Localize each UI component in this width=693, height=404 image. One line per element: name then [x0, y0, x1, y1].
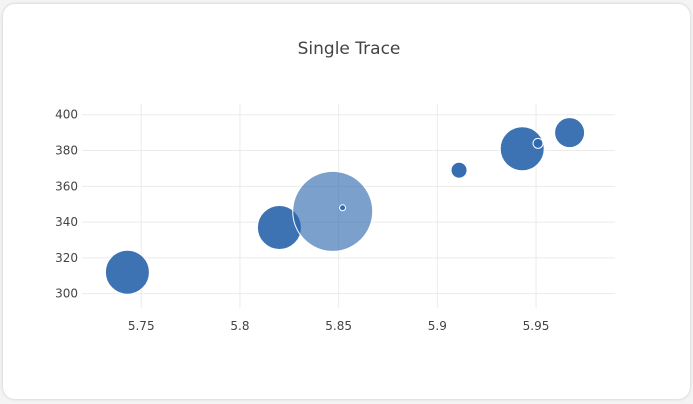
data-point: [339, 204, 347, 212]
data-points: [104, 117, 586, 295]
y-axis-ticks: 300 320 340 360 380 400: [55, 108, 78, 301]
x-tick-label: 5.95: [523, 319, 550, 333]
y-tick-label: 300: [55, 287, 78, 301]
x-tick-label: 5.9: [428, 319, 447, 333]
y-tick-label: 360: [55, 179, 78, 193]
data-point: [554, 117, 586, 149]
x-tick-label: 5.75: [128, 319, 155, 333]
data-point: [450, 161, 468, 179]
y-tick-label: 320: [55, 251, 78, 265]
data-point: [532, 137, 544, 149]
x-tick-label: 5.85: [325, 319, 352, 333]
x-axis-ticks: 5.75 5.8 5.85 5.9 5.95: [128, 319, 550, 333]
y-tick-label: 400: [55, 108, 78, 122]
data-point: [499, 126, 545, 172]
data-point: [292, 170, 374, 252]
chart-card: 300 320 340 360 380 400 5.75 5.8 5.85 5.9 5.95 Si…: [3, 4, 690, 399]
chart-title: Single Trace: [298, 39, 401, 59]
y-tick-label: 340: [55, 215, 78, 229]
scatter-chart: 300 320 340 360 380 400 5.75 5.8 5.85 5.9 5.95 Si…: [55, 39, 615, 333]
x-tick-label: 5.8: [230, 319, 249, 333]
data-point: [104, 249, 150, 295]
y-tick-label: 380: [55, 144, 78, 158]
